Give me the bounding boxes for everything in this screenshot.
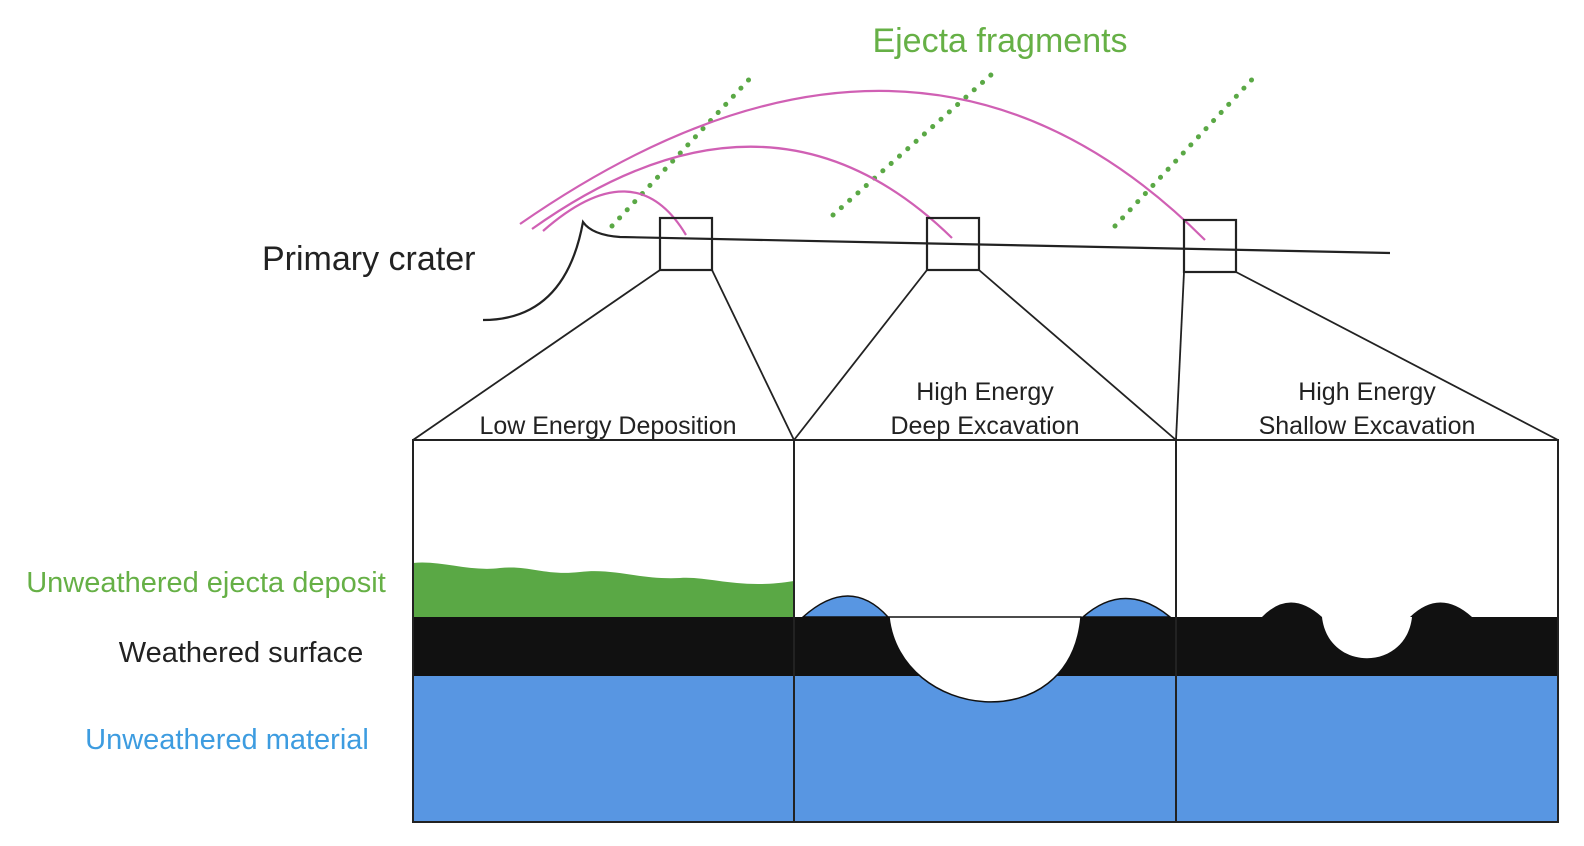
shallow-excavation-rim-left <box>1262 602 1322 617</box>
zoom-boxes <box>658 216 1238 274</box>
deep-excavation-ejecta-left <box>801 595 890 618</box>
panel-deep-title-line2: Deep Excavation <box>890 412 1079 440</box>
ejecta-fragment-streaks <box>609 69 1262 229</box>
unweathered-material-label: Unweathered material <box>85 724 369 756</box>
primary-crater-wall <box>482 219 1391 322</box>
cross-section-panels <box>412 439 1559 823</box>
unweathered-ejecta-deposit <box>413 562 794 617</box>
trajectory-mid <box>531 145 953 239</box>
ground-profile <box>482 219 1391 322</box>
ejecta-fragments-label: Ejecta fragments <box>872 22 1127 60</box>
deep-excavation-ejecta-right <box>1081 597 1173 618</box>
ejecta-streak-2 <box>830 71 995 218</box>
panel-shallow-title-line2: Shallow Excavation <box>1259 412 1476 440</box>
shallow-excavation-crater <box>1322 617 1412 659</box>
trajectory-near <box>542 190 687 236</box>
zoom-box-low <box>658 216 714 272</box>
panel-low-title: Low Energy Deposition <box>479 412 736 440</box>
ejecta-trajectories <box>519 89 1206 241</box>
deep-excavation-crater <box>888 616 1082 703</box>
ejecta-streak-3 <box>1112 69 1262 229</box>
panel-shallow-excavation <box>1175 439 1559 823</box>
zoom-box-deep <box>925 216 981 272</box>
trajectory-far <box>519 89 1206 241</box>
primary-crater-label: Primary crater <box>262 240 475 278</box>
zoom-projection-lines <box>412 269 1559 441</box>
zoom-box-shallow <box>1182 218 1238 274</box>
panel-shallow-title-line1: High Energy <box>1298 378 1436 406</box>
shallow-excavation-rim-right <box>1410 602 1472 617</box>
weathered-surface-label: Weathered surface <box>119 637 364 669</box>
unweathered-ejecta-label: Unweathered ejecta deposit <box>26 567 386 599</box>
panel-deep-title-line1: High Energy <box>916 378 1054 406</box>
ejecta-streak-1 <box>609 69 759 229</box>
